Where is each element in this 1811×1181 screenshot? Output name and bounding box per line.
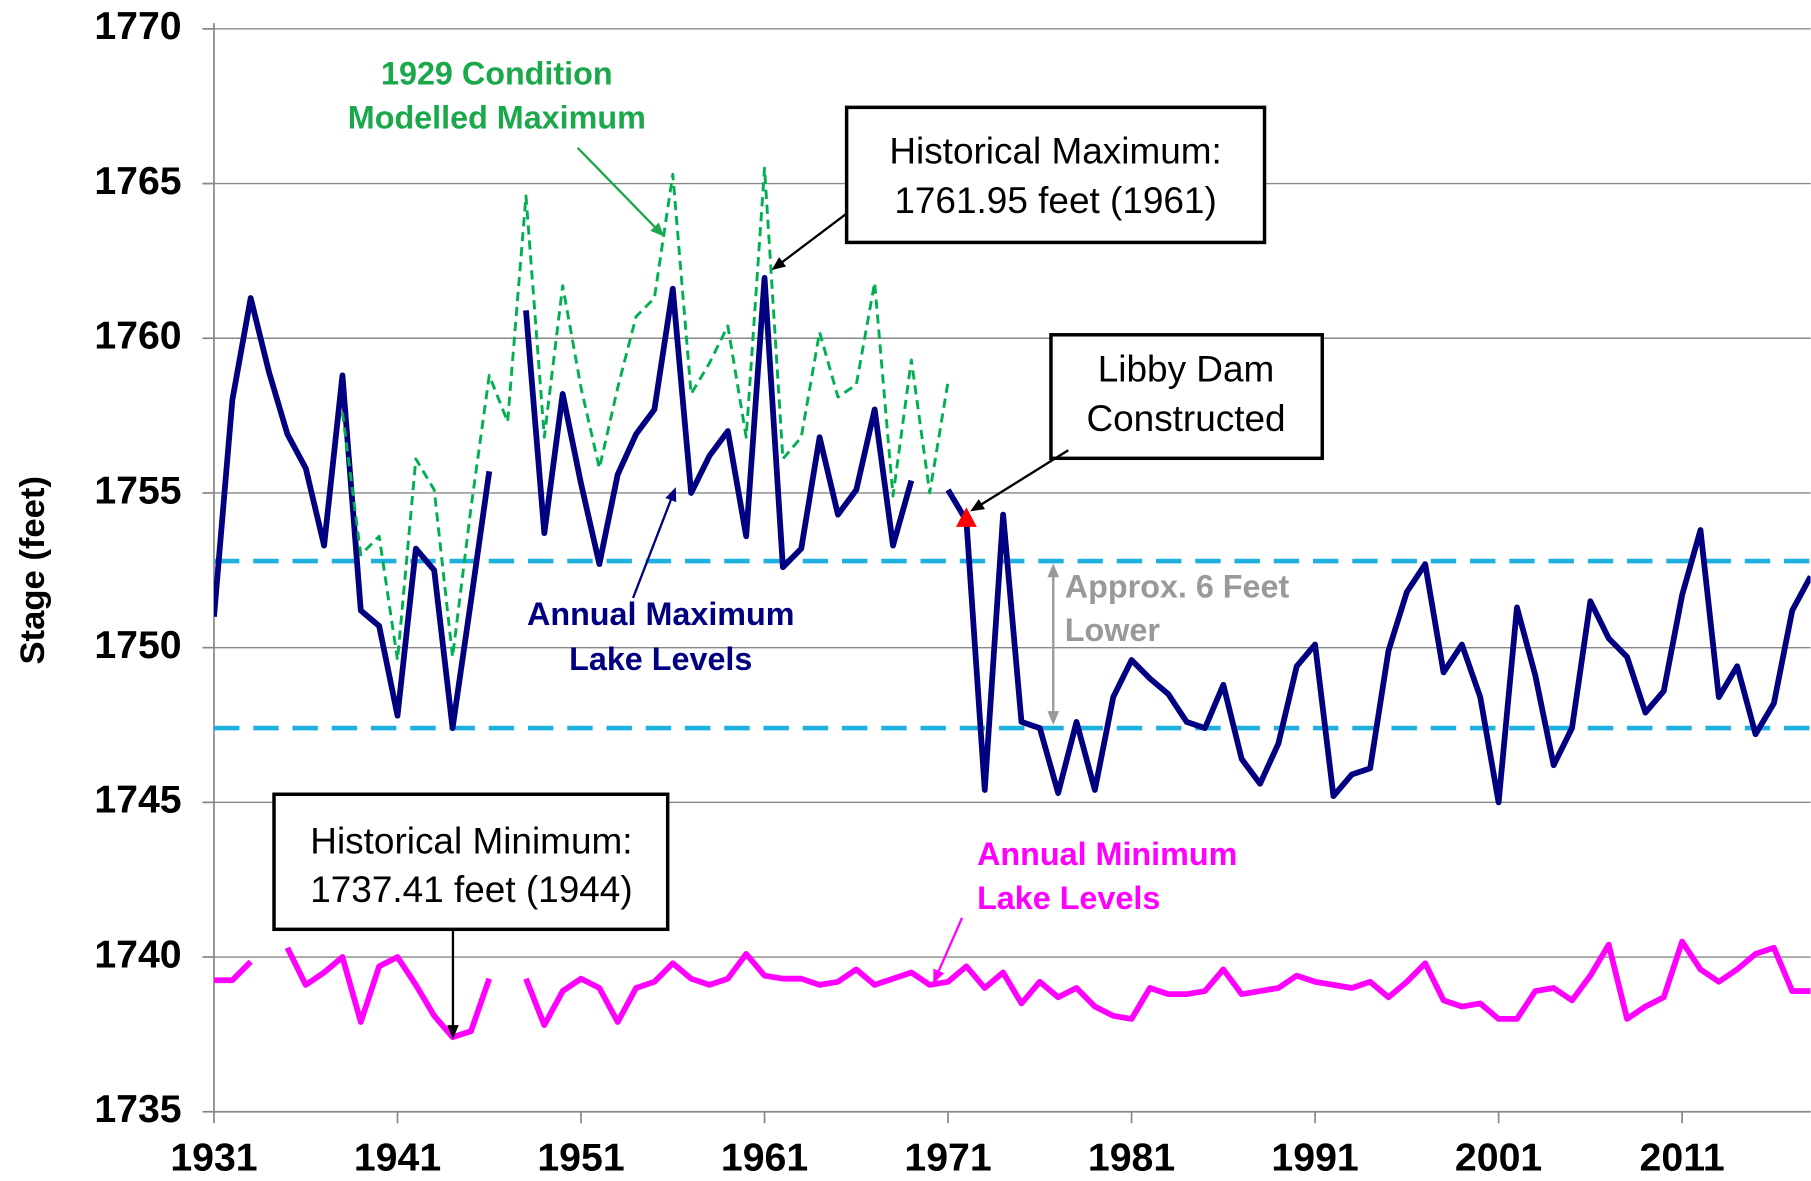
annotation-text: Lake Levels xyxy=(977,880,1160,916)
annotation-arrow-head xyxy=(650,222,665,237)
annotation-box xyxy=(1049,333,1324,461)
x-tick-label: 2011 xyxy=(1640,1136,1725,1180)
series-line xyxy=(213,295,493,731)
x-tick-label: 1931 xyxy=(170,1136,257,1180)
annotation-text: Constructed xyxy=(1086,398,1285,439)
x-tick-label: 1981 xyxy=(1088,1136,1175,1180)
annotation-text: Approx. 6 Feet xyxy=(1065,568,1290,604)
y-tick-label: 1770 xyxy=(94,4,181,48)
annotation-text: Modelled Maximum xyxy=(348,100,646,136)
series-line xyxy=(945,488,1811,806)
y-tick-label: 1745 xyxy=(94,778,181,822)
annotation-arrow xyxy=(631,496,674,599)
x-tick-label: 1991 xyxy=(1271,1136,1358,1180)
annotation-text: 1737.41 feet (1944) xyxy=(310,869,632,910)
y-tick-label: 1740 xyxy=(94,932,181,976)
plot-area xyxy=(213,166,1811,1041)
annotation-text: Annual Minimum xyxy=(977,836,1237,872)
annotation-text: Annual Maximum xyxy=(527,596,795,632)
annotation-arrow xyxy=(978,449,1069,507)
annotation-text: Lake Levels xyxy=(569,641,752,677)
annotation-box xyxy=(272,792,670,932)
y-tick-label: 1750 xyxy=(94,623,181,667)
x-tick-label: 1971 xyxy=(904,1136,991,1180)
y-tick-label: 1755 xyxy=(94,468,181,512)
series-line xyxy=(523,938,1811,1028)
y-tick-label: 1735 xyxy=(94,1087,181,1131)
annotation-arrow-head xyxy=(1047,563,1060,578)
annotation-text: 1929 Condition xyxy=(381,56,613,92)
x-tick-label: 1941 xyxy=(354,1136,441,1180)
annotation-arrow-head xyxy=(771,257,787,271)
annotation-arrow xyxy=(936,917,964,975)
dam-marker xyxy=(956,507,977,527)
series-line xyxy=(523,275,915,571)
annotation-box xyxy=(844,105,1267,245)
annotation-arrow-head xyxy=(447,1025,459,1040)
y-axis-label: Stage (feet) xyxy=(14,476,52,665)
x-tick-label: 1961 xyxy=(721,1136,808,1180)
annotation-arrow-head xyxy=(1047,711,1060,725)
series-line xyxy=(213,959,253,984)
annotation-arrow-head xyxy=(970,499,985,512)
y-tick-label: 1760 xyxy=(94,314,181,358)
series-line xyxy=(284,946,492,1041)
annotation-text: Historical Maximum: xyxy=(889,130,1221,171)
series-line xyxy=(341,166,950,662)
annotation-text: Historical Minimum: xyxy=(310,821,632,862)
annotation-arrow xyxy=(576,146,658,230)
x-tick-label: 2001 xyxy=(1455,1136,1542,1180)
annotation-arrow xyxy=(779,212,848,265)
annotation-text: Lower xyxy=(1065,612,1161,648)
y-tick-label: 1765 xyxy=(94,159,181,203)
annotation-text: Libby Dam xyxy=(1098,348,1275,389)
x-tick-label: 1951 xyxy=(537,1136,624,1180)
annotation-arrow-head xyxy=(933,968,945,984)
annotation-text: 1761.95 feet (1961) xyxy=(894,180,1216,221)
annotation-arrow-head xyxy=(665,487,677,503)
